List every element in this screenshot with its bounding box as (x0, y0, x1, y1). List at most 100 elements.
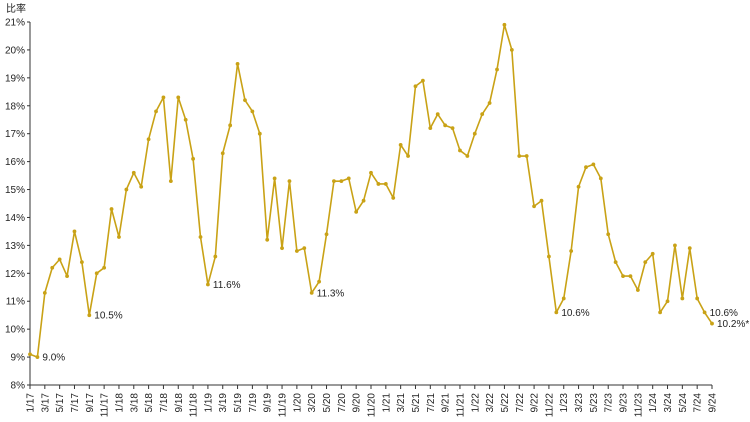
data-point (665, 299, 670, 304)
data-point (391, 196, 396, 200)
x-tick-label: 7/21 (426, 393, 437, 413)
y-tick-label: 14% (5, 213, 25, 224)
data-point (635, 288, 640, 292)
data-point (161, 95, 166, 100)
data-point (183, 117, 188, 122)
data-point (591, 162, 596, 167)
data-point (450, 126, 455, 131)
data-point (606, 232, 611, 237)
data-point (406, 154, 410, 158)
x-tick-label: 1/18 (114, 393, 125, 413)
x-tick-label: 3/23 (574, 393, 585, 413)
data-label: 10.6% (561, 308, 589, 319)
x-tick-label: 11/19 (278, 393, 289, 418)
x-tick-label: 3/22 (485, 393, 496, 413)
series-polyline (29, 23, 713, 358)
data-point (517, 154, 522, 158)
axes: 8% 9% 10% 11% 12% 13% 14% 15% 16% 17% 18% 19% 20% 21%… (5, 18, 719, 418)
data-point (383, 182, 388, 186)
data-point (191, 156, 195, 161)
annotations: 9.0%10.5%11.6%11.3%10.6% 10.6%10.2%* (42, 280, 749, 364)
x-tick-label: 9/21 (441, 393, 452, 413)
x-tick-label: 9/20 (352, 393, 363, 413)
x-tick-label: 9/18 (174, 393, 185, 413)
data-point (87, 313, 92, 318)
x-tick-label: 3/18 (129, 393, 140, 413)
y-tick-label: 16% (5, 157, 25, 168)
data-point (598, 176, 603, 181)
x-tick-label: 1/17 (26, 393, 37, 413)
x-tick-label: 7/24 (693, 393, 704, 413)
data-point (198, 235, 203, 239)
data-point (354, 209, 359, 214)
x-tick-label: 7/23 (604, 393, 615, 413)
x-tick-label: 3/20 (307, 393, 318, 413)
x-tick-label: 1/19 (203, 393, 214, 413)
data-point (569, 249, 574, 253)
data-point (124, 187, 129, 192)
data-point (332, 179, 336, 184)
x-tick-label: 5/22 (500, 393, 511, 413)
data-point (139, 184, 144, 189)
x-tick-label: 3/19 (218, 393, 229, 413)
x-tick-label: 5/18 (144, 393, 155, 413)
x-tick-label: 5/20 (322, 393, 333, 413)
data-point (650, 251, 655, 256)
x-tick-label: 5/23 (589, 393, 600, 413)
data-point (495, 67, 499, 72)
data-point (257, 131, 262, 136)
data-label: 10.5% (94, 311, 122, 322)
data-point (50, 265, 55, 270)
data-point (628, 274, 633, 278)
data-point (287, 179, 292, 184)
data-label: 10.6% (710, 308, 738, 319)
data-point (94, 271, 99, 276)
data-point (658, 310, 663, 315)
data-point (131, 170, 136, 175)
data-point (65, 274, 69, 278)
y-tick-label: 8% (11, 381, 26, 392)
x-tick-label: 1/22 (470, 393, 481, 413)
data-point (687, 246, 692, 251)
data-point (428, 126, 433, 131)
data-point (35, 355, 40, 359)
data-point (710, 321, 714, 326)
data-point (561, 296, 566, 301)
data-point (584, 165, 588, 170)
data-point (206, 282, 210, 287)
data-point (621, 274, 625, 278)
data-point (109, 207, 114, 211)
data-point (435, 112, 440, 117)
data-point (680, 296, 685, 301)
x-tick-label: 5/17 (55, 393, 66, 413)
y-tick-label: 15% (5, 185, 25, 196)
data-point (554, 310, 559, 315)
data-point (309, 290, 314, 295)
x-tick-label: 7/22 (515, 393, 526, 413)
data-point (702, 310, 707, 315)
x-tick-label: 1/21 (381, 393, 392, 413)
data-point (317, 279, 322, 284)
data-point (547, 254, 551, 259)
data-point (465, 154, 470, 158)
x-tick-label: 5/24 (678, 393, 689, 413)
y-tick-label: 9% (11, 353, 26, 364)
data-point (695, 296, 700, 301)
data-point (346, 176, 351, 181)
data-point (102, 265, 107, 270)
data-label: 11.3% (317, 288, 345, 299)
data-point (220, 151, 225, 156)
data-point (42, 290, 47, 295)
data-point (146, 137, 151, 142)
x-tick-label: 11/17 (100, 393, 111, 418)
data-point (472, 131, 477, 136)
x-tick-label: 7/17 (70, 393, 81, 413)
data-point (613, 260, 618, 265)
data-point (398, 142, 403, 147)
data-point (265, 237, 270, 242)
data-point (250, 109, 255, 114)
series-line (29, 23, 713, 358)
data-point (294, 249, 299, 253)
